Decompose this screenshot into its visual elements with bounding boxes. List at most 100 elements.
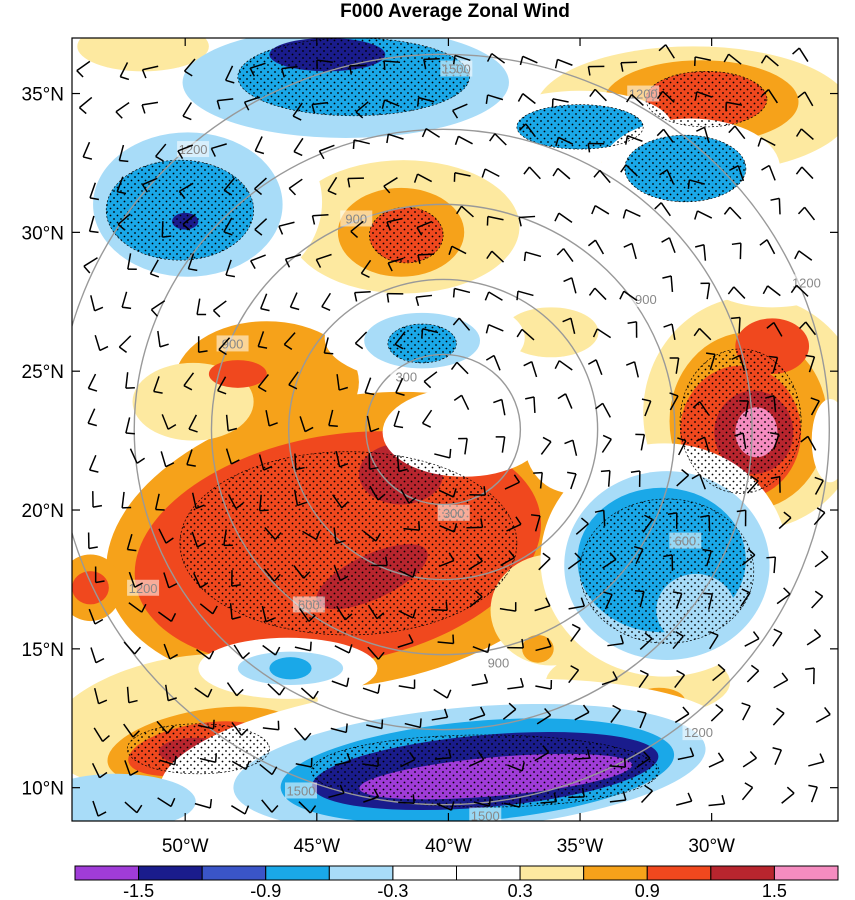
x-tick-label-1: 50°W	[162, 836, 209, 857]
wind-barb-138	[263, 568, 281, 582]
wind-barb-181	[227, 494, 244, 510]
wind-barb-352	[797, 206, 816, 221]
wind-barb-300	[516, 290, 534, 301]
wind-barb-438	[723, 53, 742, 65]
wind-barb-282	[663, 323, 676, 340]
wind-barb-44	[808, 753, 825, 767]
wind-barb-195	[691, 473, 706, 490]
wind-barb-105	[639, 632, 653, 650]
wind-barb-317	[360, 259, 372, 279]
wind-barb-49	[231, 722, 249, 736]
wind-barb-198	[814, 476, 824, 495]
wind-barb-184	[332, 494, 349, 509]
wind-barb-53	[366, 719, 384, 730]
wind-barb-26	[199, 753, 218, 763]
wind-barb-402	[243, 96, 260, 111]
wind-barb-29	[295, 757, 313, 768]
wind-barb-84	[674, 669, 686, 689]
wind-barb-252	[395, 377, 405, 396]
wind-barb-278	[516, 328, 535, 341]
colorbar-swatch-7	[456, 865, 521, 881]
wind-barb-6	[261, 799, 279, 813]
wind-barb-264	[805, 354, 816, 373]
wind-barb-314	[250, 254, 266, 269]
wind-barb-345	[554, 212, 573, 223]
stipple-region-8	[645, 70, 768, 128]
wind-barb-399	[141, 101, 159, 114]
colorbar-swatch-12	[773, 865, 839, 881]
wind-barb-204	[258, 454, 273, 471]
wind-barb-80	[535, 679, 553, 690]
colorbar-swatch-4	[265, 865, 330, 881]
wind-barb-199	[88, 454, 99, 473]
wind-barb-323	[556, 248, 574, 262]
wind-barb-354	[116, 176, 127, 195]
wind-barb-284	[731, 316, 741, 334]
wind-barb-157	[158, 528, 174, 544]
wind-barb-23	[91, 762, 108, 779]
ring-label-11: 1200	[629, 87, 658, 102]
wind-barb-281	[627, 321, 638, 338]
wind-barb-262	[731, 354, 746, 371]
wind-barb-437	[693, 56, 711, 66]
wind-barb-273	[354, 331, 368, 350]
wind-barb-421	[141, 65, 159, 79]
wind-barb-433	[554, 58, 573, 69]
wind-barb-50	[262, 720, 280, 731]
wind-barb-220	[800, 435, 817, 451]
wind-barb-213	[564, 439, 578, 456]
wind-barb-394	[728, 125, 746, 140]
wind-barb-386	[454, 135, 473, 146]
wind-barb-121	[431, 601, 448, 612]
wind-barb-51	[293, 727, 312, 741]
wind-barb-342	[456, 205, 474, 218]
wind-barb-167	[506, 516, 522, 532]
wind-barb-76	[398, 679, 416, 690]
wind-barb-158	[191, 531, 206, 548]
y-tick-label-5: 15°N	[22, 640, 64, 661]
wind-barb-259	[625, 361, 640, 378]
wind-barb-426	[316, 59, 333, 70]
wind-barb-147	[567, 552, 582, 570]
wind-barb-110	[806, 628, 822, 646]
wind-barb-267	[157, 330, 169, 348]
wind-barb-3	[157, 797, 176, 808]
ring-label-bg-5	[340, 210, 373, 227]
wind-barb-127	[634, 590, 645, 608]
wind-barb-41	[708, 752, 725, 768]
ring-label-14: 1500	[287, 783, 316, 798]
wind-barb-69	[164, 684, 177, 702]
wind-barb-290	[196, 298, 207, 316]
wind-barb-153	[766, 556, 777, 574]
wind-barb-143	[438, 552, 455, 568]
wind-barb-329	[759, 239, 776, 255]
colorbar-swatch-8	[519, 865, 585, 881]
wind-barb-321	[486, 250, 505, 263]
wind-barb-171	[642, 514, 654, 533]
wind-barb-268	[197, 336, 208, 353]
ring-label-bg-10	[127, 579, 160, 596]
wind-barb-88	[805, 667, 815, 685]
wind-barb-140	[333, 565, 349, 582]
wind-barb-232	[453, 394, 470, 411]
wind-barb-209	[434, 448, 452, 459]
wind-barb-291	[212, 300, 227, 318]
wind-barb-65	[772, 707, 785, 726]
wind-barb-96	[334, 644, 353, 654]
wind-barb-133	[94, 566, 105, 584]
wind-barb-348	[654, 202, 671, 217]
wind-barb-301	[563, 277, 577, 294]
wind-barb-330	[794, 250, 813, 261]
wind-barb-269	[218, 337, 231, 356]
wind-barb-89	[90, 647, 105, 664]
colorbar-swatch-9	[583, 865, 648, 881]
wind-barb-149	[633, 545, 644, 565]
wind-barb-129	[703, 592, 714, 610]
wind-barb-137	[231, 570, 241, 587]
ring-label-bg-13	[682, 724, 715, 741]
wind-field-8	[208, 360, 267, 388]
wind-barb-190	[533, 471, 543, 489]
wind-barb-336	[254, 218, 268, 236]
wind-barb-52	[330, 723, 348, 734]
